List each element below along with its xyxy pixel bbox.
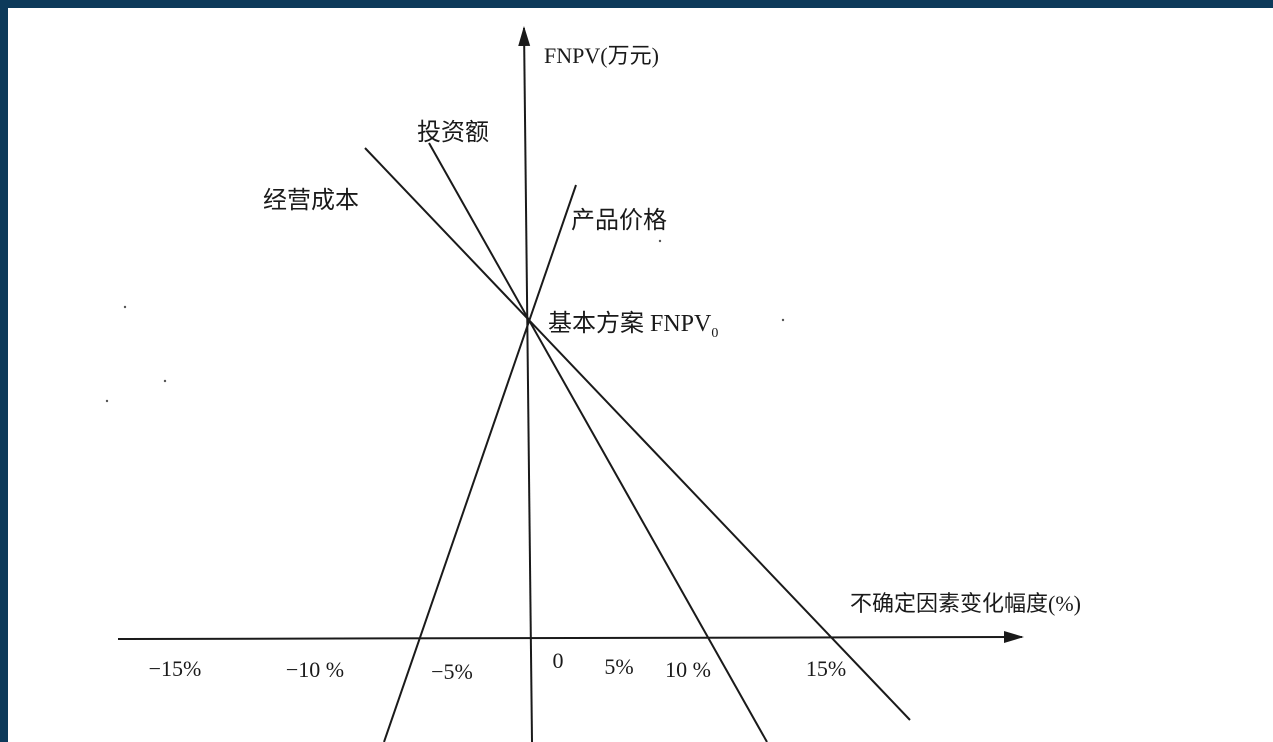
base-point-label-subscript: 0: [711, 326, 718, 341]
scan-specks: [105, 239, 785, 403]
series-label-product-price: 产品价格: [571, 207, 667, 234]
series-line-product-price: [383, 184, 577, 742]
y-axis-label: FNPV(万元): [544, 43, 659, 68]
x-axis-label: 不确定因素变化幅度(%): [850, 591, 1081, 616]
x-tick-label: 10 %: [665, 657, 711, 682]
series-label-operating-cost: 经营成本: [263, 187, 359, 214]
series-line-investment: [428, 142, 768, 742]
x-tick-label: 5%: [604, 654, 633, 679]
series-line-operating-cost: [364, 147, 911, 721]
y-axis: [518, 26, 533, 742]
x-axis: [117, 631, 1024, 644]
x-tick-label: −15%: [149, 656, 202, 681]
series-lines: [364, 142, 911, 742]
x-tick-label: 0: [553, 648, 564, 673]
series-label-investment: 投资额: [417, 119, 489, 146]
x-tick-label: −5%: [431, 659, 473, 684]
base-point-label-main: 基本方案 FNPV: [548, 310, 712, 337]
x-tick-label: −10 %: [286, 657, 344, 682]
x-tick-label: 15%: [806, 656, 846, 681]
x-tick-labels: −15% −10 % −5% 0 5% 10 % 15%: [149, 648, 847, 684]
chart-page: FNPV(万元) 不确定因素变化幅度(%) 经营成本 投资额产品价格 基本方案 F…: [8, 8, 1273, 742]
base-point-label: 基本方案 FNPV0: [548, 310, 718, 341]
